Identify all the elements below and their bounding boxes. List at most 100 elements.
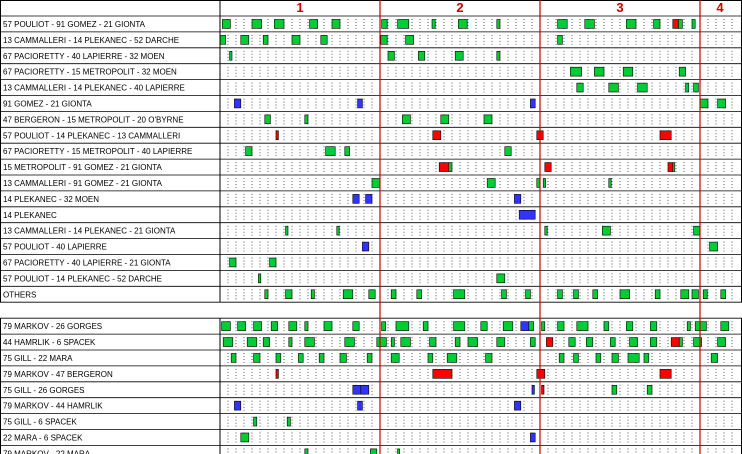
shift-bar (453, 289, 466, 299)
shift-bar (531, 384, 535, 395)
shift-bar (586, 337, 594, 347)
shift-bar (570, 66, 582, 77)
shift-bar (678, 19, 683, 29)
row-label: 67 PACIORETTY - 15 METROPOLIT - 40 LAPIE… (3, 147, 192, 156)
shift-bar (416, 289, 422, 299)
shift-bar (234, 98, 242, 109)
shift-bar (541, 384, 545, 395)
shift-bar (502, 321, 514, 331)
shift-bar (654, 289, 661, 299)
row-label: 14 PLEKANEC (3, 211, 57, 220)
shift-bar (288, 337, 293, 347)
shift-bar (422, 321, 429, 331)
shift-bar (285, 289, 293, 299)
shift-bar (262, 337, 270, 347)
shift-bar (448, 162, 453, 172)
shift-bar (622, 66, 634, 77)
row-label: 75 GILL - 22 MARA (3, 354, 73, 363)
shift-bar (541, 321, 546, 331)
shift-bar (518, 210, 536, 220)
shift-bar (678, 337, 683, 347)
shift-bar (360, 384, 370, 395)
shift-bar (678, 66, 686, 77)
shift-bar (629, 337, 638, 347)
shift-bar (221, 321, 231, 331)
shift-bar (357, 400, 363, 411)
row-label: 75 GILL - 26 GORGES (3, 386, 85, 395)
shift-bar (237, 321, 246, 331)
shift-bar (336, 225, 340, 236)
row-label: 79 MARKOV - 47 BERGERON (3, 370, 113, 379)
shift-bar (370, 448, 378, 454)
shift-bar (619, 289, 630, 299)
row-label: 44 HAMRLIK - 6 SPACEK (3, 338, 96, 347)
shift-bar (702, 289, 708, 299)
row-label: 13 CAMMALLERI - 14 PLEKANEC - 40 LAPIERR… (3, 84, 185, 93)
shift-bar (342, 289, 354, 299)
shift-bar (274, 19, 285, 29)
shift-bar (365, 194, 373, 204)
row-label: 57 POULIOT - 91 GOMEZ - 21 GIONTA (3, 20, 146, 29)
row-label: 15 METROPOLIT - 91 GOMEZ - 21 GIONTA (3, 163, 163, 172)
shift-bar (352, 384, 362, 395)
shift-bar (357, 98, 363, 109)
shift-bar (557, 19, 568, 29)
shift-bar (610, 337, 616, 347)
shift-bar (573, 289, 579, 299)
shift-bar (246, 337, 258, 347)
shift-bar (288, 321, 298, 331)
shift-bar (536, 369, 546, 379)
shift-bar (291, 35, 301, 45)
shift-bar (486, 178, 496, 188)
shift-bar (576, 82, 584, 93)
row-label: 79 MARKOV - 44 HAMRLIK (3, 402, 103, 411)
row-label: 14 PLEKANEC - 32 MOEN (3, 195, 99, 204)
shift-bar (520, 321, 530, 331)
shift-bar (397, 448, 400, 454)
row-label: 57 POULIOT - 40 LAPIERRE (3, 243, 107, 252)
shift-bar (530, 337, 536, 347)
shift-bar (298, 353, 304, 363)
shift-bar (454, 50, 464, 61)
shift-bar (530, 432, 536, 443)
shift-bar (395, 321, 410, 331)
period-label-2: 2 (456, 0, 463, 15)
shift-bar (595, 353, 602, 363)
shift-bar (680, 289, 690, 299)
shift-bar (427, 353, 434, 363)
shift-bar (485, 353, 493, 363)
row-label: 67 PACIORETTY - 15 METROPOLIT - 32 MOEN (3, 68, 177, 77)
shift-bar (717, 98, 726, 109)
shift-bar (380, 35, 388, 45)
shift-bar (691, 19, 696, 29)
shift-bar (229, 50, 233, 61)
row-label: OTHERS (3, 290, 36, 299)
shift-bar (331, 19, 341, 29)
shift-bar (381, 321, 386, 331)
period-label-4: 4 (716, 0, 724, 15)
shift-bar (368, 289, 376, 299)
shift-bar (366, 353, 373, 363)
shift-bar (643, 353, 650, 363)
row-label: 79 MARKOV - 22 MARA (3, 449, 91, 454)
shift-bar (525, 289, 531, 299)
shift-bar (558, 353, 565, 363)
shift-bar (219, 35, 226, 45)
shift-bar (514, 194, 522, 204)
shift-bar (672, 162, 676, 172)
shift-bar (458, 19, 468, 29)
shift-bar (344, 337, 355, 347)
shift-bar (309, 19, 318, 29)
shift-bar (376, 337, 387, 347)
shift-bar (496, 273, 506, 284)
shift-bar (240, 432, 250, 443)
shift-bar (400, 337, 411, 347)
shift-bar (269, 257, 277, 268)
shift-bar (304, 337, 315, 347)
shift-bar (710, 353, 718, 363)
shift-bar (544, 162, 552, 172)
shift-bar (325, 146, 336, 156)
shift-bar (304, 448, 309, 454)
